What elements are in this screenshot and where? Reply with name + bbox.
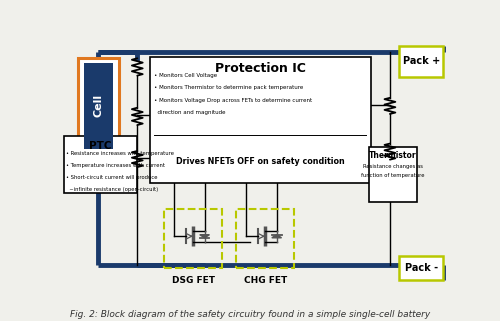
Bar xyxy=(368,147,417,202)
Polygon shape xyxy=(200,235,209,238)
Text: function of temperature: function of temperature xyxy=(361,173,424,178)
Text: Pack +: Pack + xyxy=(402,56,440,66)
Text: • Temperature increases with current: • Temperature increases with current xyxy=(66,163,165,168)
Text: DSG FET: DSG FET xyxy=(172,276,214,285)
Bar xyxy=(64,136,138,193)
Text: Resistance changes as: Resistance changes as xyxy=(363,164,423,169)
Bar xyxy=(399,46,444,77)
Text: direction and magnitude: direction and magnitude xyxy=(154,110,226,115)
Text: Fig. 2: Block diagram of the safety circuitry found in a simple single-cell batt: Fig. 2: Block diagram of the safety circ… xyxy=(70,310,430,319)
Text: Pack -: Pack - xyxy=(404,263,438,273)
Bar xyxy=(150,57,370,183)
Text: PTC: PTC xyxy=(89,141,112,151)
Polygon shape xyxy=(272,235,281,238)
Text: • Monitors Cell Voltage: • Monitors Cell Voltage xyxy=(154,73,218,78)
Bar xyxy=(84,63,113,149)
Bar xyxy=(399,256,444,280)
Text: Cell: Cell xyxy=(94,94,104,117)
Text: ~infinite resistance (open-circuit): ~infinite resistance (open-circuit) xyxy=(66,187,158,192)
Bar xyxy=(164,209,222,268)
Text: • Monitors Voltage Drop across FETs to determine current: • Monitors Voltage Drop across FETs to d… xyxy=(154,98,312,103)
Text: Protection IC: Protection IC xyxy=(214,62,306,74)
Text: • Short-circuit current will produce: • Short-circuit current will produce xyxy=(66,175,158,180)
Text: Drives NFETs OFF on safety condition: Drives NFETs OFF on safety condition xyxy=(176,157,344,166)
Text: CHG FET: CHG FET xyxy=(244,276,287,285)
Bar xyxy=(78,58,118,153)
Text: • Resistance increases with temperature: • Resistance increases with temperature xyxy=(66,152,174,156)
Bar xyxy=(236,209,294,268)
Text: Thermistor: Thermistor xyxy=(369,151,416,160)
Text: • Monitors Thermistor to determine pack temperature: • Monitors Thermistor to determine pack … xyxy=(154,85,304,91)
